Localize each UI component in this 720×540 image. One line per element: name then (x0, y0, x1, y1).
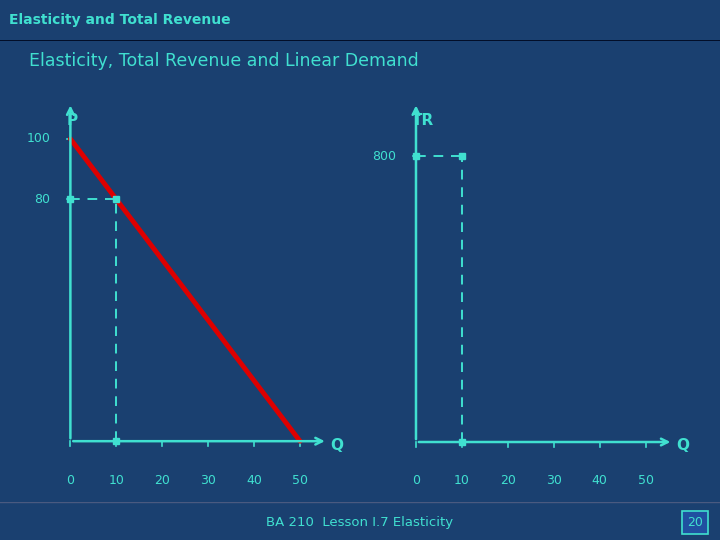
Text: P: P (66, 113, 78, 128)
Text: 20: 20 (687, 516, 703, 530)
Text: 800: 800 (372, 150, 396, 163)
Text: BA 210  Lesson I.7 Elasticity: BA 210 Lesson I.7 Elasticity (266, 516, 454, 530)
Text: TR: TR (412, 113, 434, 128)
Text: 10: 10 (454, 474, 470, 487)
Text: Elasticity, Total Revenue and Linear Demand: Elasticity, Total Revenue and Linear Dem… (29, 52, 418, 70)
Text: 40: 40 (246, 474, 262, 487)
Text: 0: 0 (66, 474, 74, 487)
Text: 30: 30 (200, 474, 216, 487)
Text: 30: 30 (546, 474, 562, 487)
Text: 10: 10 (109, 474, 125, 487)
Text: 80: 80 (35, 193, 50, 206)
Text: Q: Q (676, 438, 689, 453)
Text: Elasticity and Total Revenue: Elasticity and Total Revenue (9, 14, 230, 27)
Text: 0: 0 (412, 474, 420, 487)
Text: 50: 50 (638, 474, 654, 487)
Text: Q: Q (330, 438, 343, 453)
Text: 100: 100 (27, 132, 50, 145)
Text: 20: 20 (500, 474, 516, 487)
Text: 40: 40 (592, 474, 608, 487)
Text: 50: 50 (292, 474, 308, 487)
Text: 20: 20 (154, 474, 170, 487)
